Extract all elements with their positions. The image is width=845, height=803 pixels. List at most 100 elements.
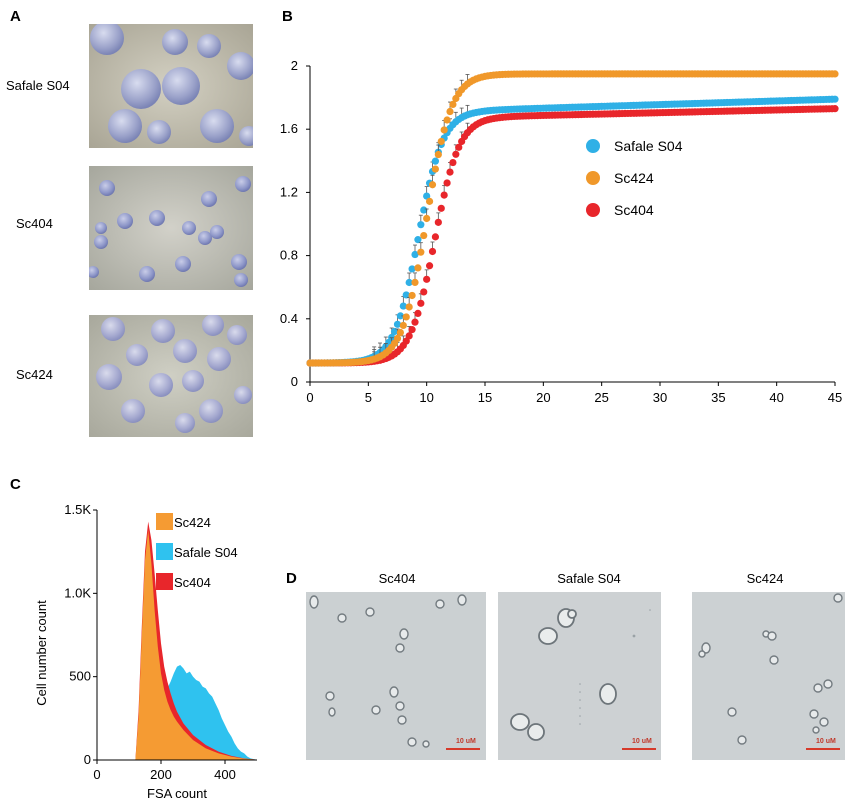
- hist-x-tick-label: 200: [150, 767, 172, 782]
- hist-legend-label: Sc404: [174, 575, 211, 590]
- growth-x-tick-label: 45: [828, 390, 842, 405]
- growth-point: [417, 249, 424, 256]
- hist-legend-swatch: [156, 513, 173, 530]
- growth-x-tick-label: 15: [478, 390, 492, 405]
- growth-point: [446, 168, 453, 175]
- growth-point: [432, 233, 439, 240]
- growth-x-tick-label: 25: [594, 390, 608, 405]
- scalebar-label-sc404: 10 uM: [456, 738, 476, 745]
- growth-point: [408, 292, 415, 299]
- growth-point: [831, 96, 838, 103]
- growth-points: [306, 70, 838, 366]
- scalebar-label-sc424: 10 uM: [816, 738, 836, 745]
- hist-x-tick-label: 0: [93, 767, 100, 782]
- growth-point: [414, 310, 421, 317]
- micro-label-safale-s04: Safale S04: [494, 571, 684, 586]
- growth-y-tick-label: 0.4: [280, 311, 298, 326]
- growth-x-tick-label: 5: [365, 390, 372, 405]
- colony-photo-sc404: [89, 166, 253, 290]
- growth-legend-label: Sc424: [614, 170, 654, 186]
- hist-legend: Sc424 Safale S04 Sc404: [156, 513, 238, 590]
- scalebar-label-safale-s04: 10 uM: [632, 738, 652, 745]
- growth-point: [408, 326, 415, 333]
- growth-legend-marker: [586, 139, 600, 153]
- panel-letter-d: D: [286, 570, 297, 587]
- micro-image-sc424: 10 uM: [692, 592, 845, 760]
- growth-point: [432, 158, 439, 165]
- colony-label-safale-s04: Safale S04: [6, 78, 70, 93]
- hist-y-tick-label: 500: [69, 669, 91, 684]
- colony-label-sc404: Sc404: [16, 216, 53, 231]
- growth-legend-marker: [586, 203, 600, 217]
- growth-point: [411, 279, 418, 286]
- growth-point: [443, 179, 450, 186]
- micro-label-sc404: Sc404: [302, 571, 492, 586]
- hist-y-tick-label: 0: [84, 752, 91, 767]
- growth-x-tick-label: 10: [419, 390, 433, 405]
- hist-legend-label: Safale S04: [174, 545, 238, 560]
- growth-point: [452, 151, 459, 158]
- growth-point: [411, 319, 418, 326]
- growth-point: [435, 151, 442, 158]
- growth-point: [423, 276, 430, 283]
- colony-label-sc424: Sc424: [16, 367, 53, 382]
- growth-x-tick-label: 35: [711, 390, 725, 405]
- fsa-histogram-chart: 0 500 1.0K 1.5K 0 200 400 FSA count Cell number …: [20, 490, 270, 803]
- growth-y-tick-label: 1.2: [280, 184, 298, 199]
- growth-point: [449, 159, 456, 166]
- growth-point: [423, 215, 430, 222]
- growth-point: [429, 248, 436, 255]
- growth-point: [443, 116, 450, 123]
- hist-y-axis-label: Cell number count: [34, 600, 49, 706]
- growth-point: [426, 262, 433, 269]
- hist-y-tick-label: 1.0K: [64, 585, 91, 600]
- hist-x-tick-label: 400: [214, 767, 236, 782]
- growth-point: [400, 322, 407, 329]
- growth-point: [426, 198, 433, 205]
- growth-point: [397, 329, 404, 336]
- growth-x-tick-label: 30: [653, 390, 667, 405]
- hist-legend-swatch: [156, 573, 173, 590]
- growth-legend-marker: [586, 171, 600, 185]
- growth-x-tick-label: 0: [306, 390, 313, 405]
- growth-point: [435, 219, 442, 226]
- hist-x-axis-label: FSA count: [147, 786, 207, 801]
- growth-point: [831, 70, 838, 77]
- growth-x-tick-label: 20: [536, 390, 550, 405]
- growth-point: [406, 303, 413, 310]
- growth-point: [438, 205, 445, 212]
- hist-y-tick-label: 1.5K: [64, 502, 91, 517]
- growth-point: [441, 191, 448, 198]
- growth-x-tick-label: 40: [769, 390, 783, 405]
- growth-point: [414, 236, 421, 243]
- growth-point: [417, 300, 424, 307]
- growth-point: [441, 126, 448, 133]
- growth-point: [432, 165, 439, 172]
- hist-legend-swatch: [156, 543, 173, 560]
- growth-point: [438, 138, 445, 145]
- growth-point: [420, 232, 427, 239]
- growth-y-tick-label: 0: [291, 374, 298, 389]
- growth-y-tick-label: 1.6: [280, 121, 298, 136]
- growth-point: [417, 221, 424, 228]
- growth-legend-label: Safale S04: [614, 138, 683, 154]
- growth-point: [403, 313, 410, 320]
- colony-photo-safale-s04: [89, 24, 253, 148]
- micro-image-safale-s04: 10 uM: [498, 592, 661, 760]
- panel-letter-a: A: [10, 8, 21, 25]
- growth-curve-chart: 00.40.81.21.620 5 10 15 20 25 30 35 40 45 Safale …: [280, 40, 845, 420]
- growth-point: [446, 108, 453, 115]
- growth-series-safale-s04: [306, 96, 838, 367]
- growth-legend: Safale S04 Sc424 Sc404: [586, 138, 683, 218]
- hist-legend-label: Sc424: [174, 515, 211, 530]
- growth-point: [420, 288, 427, 295]
- growth-y-tick-label: 0.8: [280, 248, 298, 263]
- growth-point: [429, 181, 436, 188]
- growth-y-tick-label: 2: [291, 58, 298, 73]
- panel-letter-b: B: [282, 8, 293, 25]
- growth-point: [414, 264, 421, 271]
- growth-series-sc404: [306, 105, 838, 367]
- micro-label-sc424: Sc424: [670, 571, 845, 586]
- colony-photo-sc424: [89, 315, 253, 437]
- growth-point: [406, 332, 413, 339]
